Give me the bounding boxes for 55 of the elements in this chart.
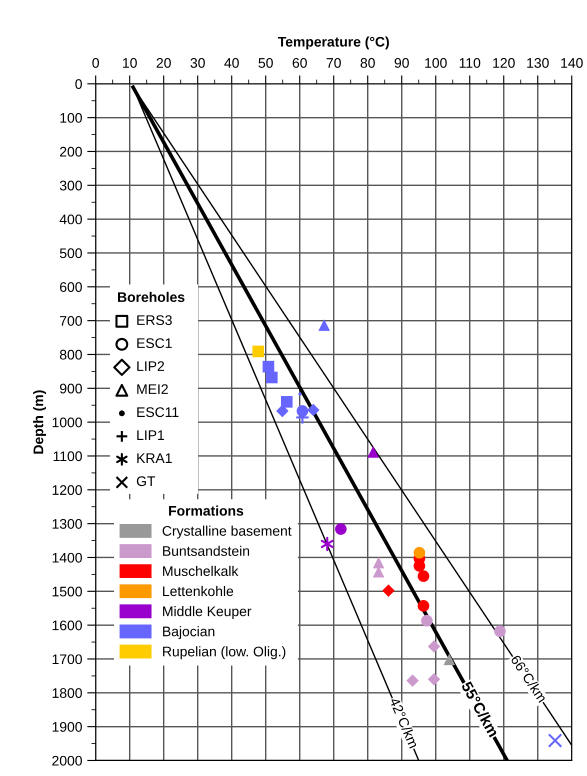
y-axis-title: Depth (m) bbox=[33, 390, 46, 454]
x-tick-label: 20 bbox=[156, 58, 171, 68]
x-tick-label: 80 bbox=[360, 58, 375, 68]
y-tick-label: 1700 bbox=[52, 654, 82, 664]
legend-title: Formations bbox=[169, 506, 244, 516]
annotation: LIP1 bbox=[137, 430, 164, 440]
y-tick-label: 0 bbox=[75, 79, 82, 89]
annotation: ERS3 bbox=[137, 315, 172, 326]
annotation: LIP2 bbox=[137, 361, 164, 371]
y-tick-label: 800 bbox=[60, 350, 82, 360]
y-tick-label: 300 bbox=[60, 180, 82, 190]
legend-label: Middle Keuper bbox=[163, 606, 252, 619]
annotation: ESC11 bbox=[137, 407, 178, 418]
annotation: MEI2 bbox=[137, 384, 168, 394]
legend-label: Rupelian (low. Olig.) bbox=[163, 646, 286, 660]
x-tick-label: 140 bbox=[561, 58, 583, 68]
y-tick-label: 1400 bbox=[52, 552, 82, 563]
x-tick-label: 120 bbox=[493, 58, 515, 68]
x-tick-label: 70 bbox=[326, 58, 341, 68]
x-tick-label: 50 bbox=[258, 58, 273, 68]
y-tick-label: 1500 bbox=[52, 586, 82, 596]
legend-label: Buntsandstein bbox=[163, 546, 250, 556]
legend-label: Bajocian bbox=[163, 626, 214, 640]
y-tick-label: 1900 bbox=[52, 722, 82, 732]
y-tick-label: 700 bbox=[60, 316, 82, 326]
y-tick-label: 200 bbox=[60, 146, 82, 157]
x-tick-label: 10 bbox=[123, 58, 137, 68]
legend-label: Muschelkalk bbox=[163, 566, 238, 576]
x-axis-title: Temperature (°C) bbox=[278, 36, 389, 50]
y-tick-label: 1000 bbox=[52, 417, 82, 428]
x-tick-label: 90 bbox=[394, 58, 409, 68]
x-tick-label: 110 bbox=[460, 58, 480, 68]
y-tick-label: 900 bbox=[60, 384, 82, 394]
y-tick-label: 600 bbox=[60, 282, 82, 292]
y-tick-label: 1300 bbox=[52, 518, 82, 529]
y-tick-label: 400 bbox=[60, 214, 82, 224]
annotation: GT bbox=[136, 476, 156, 486]
x-tick-label: 40 bbox=[224, 58, 239, 68]
y-tick-label: 1600 bbox=[52, 620, 82, 630]
x-tick-label: 130 bbox=[527, 58, 549, 68]
annotation: KRA1 bbox=[137, 453, 172, 463]
x-tick-label: 100 bbox=[425, 58, 447, 68]
annotation: Boreholes bbox=[118, 292, 184, 302]
y-tick-label: 2000 bbox=[52, 756, 82, 766]
x-tick-label: 30 bbox=[190, 58, 205, 68]
x-tick-label: 60 bbox=[292, 58, 307, 68]
y-tick-label: 1200 bbox=[52, 485, 82, 495]
y-tick-label: 1800 bbox=[52, 688, 82, 698]
legend-label: Crystalline basement bbox=[162, 526, 292, 539]
legend-label: Lettenkohle bbox=[163, 586, 234, 596]
y-tick-label: 500 bbox=[60, 248, 82, 258]
annotation: ESC1 bbox=[137, 338, 172, 348]
y-tick-label: 100 bbox=[60, 112, 82, 123]
x-tick-label: 0 bbox=[92, 58, 99, 68]
y-tick-label: 1100 bbox=[54, 451, 82, 462]
